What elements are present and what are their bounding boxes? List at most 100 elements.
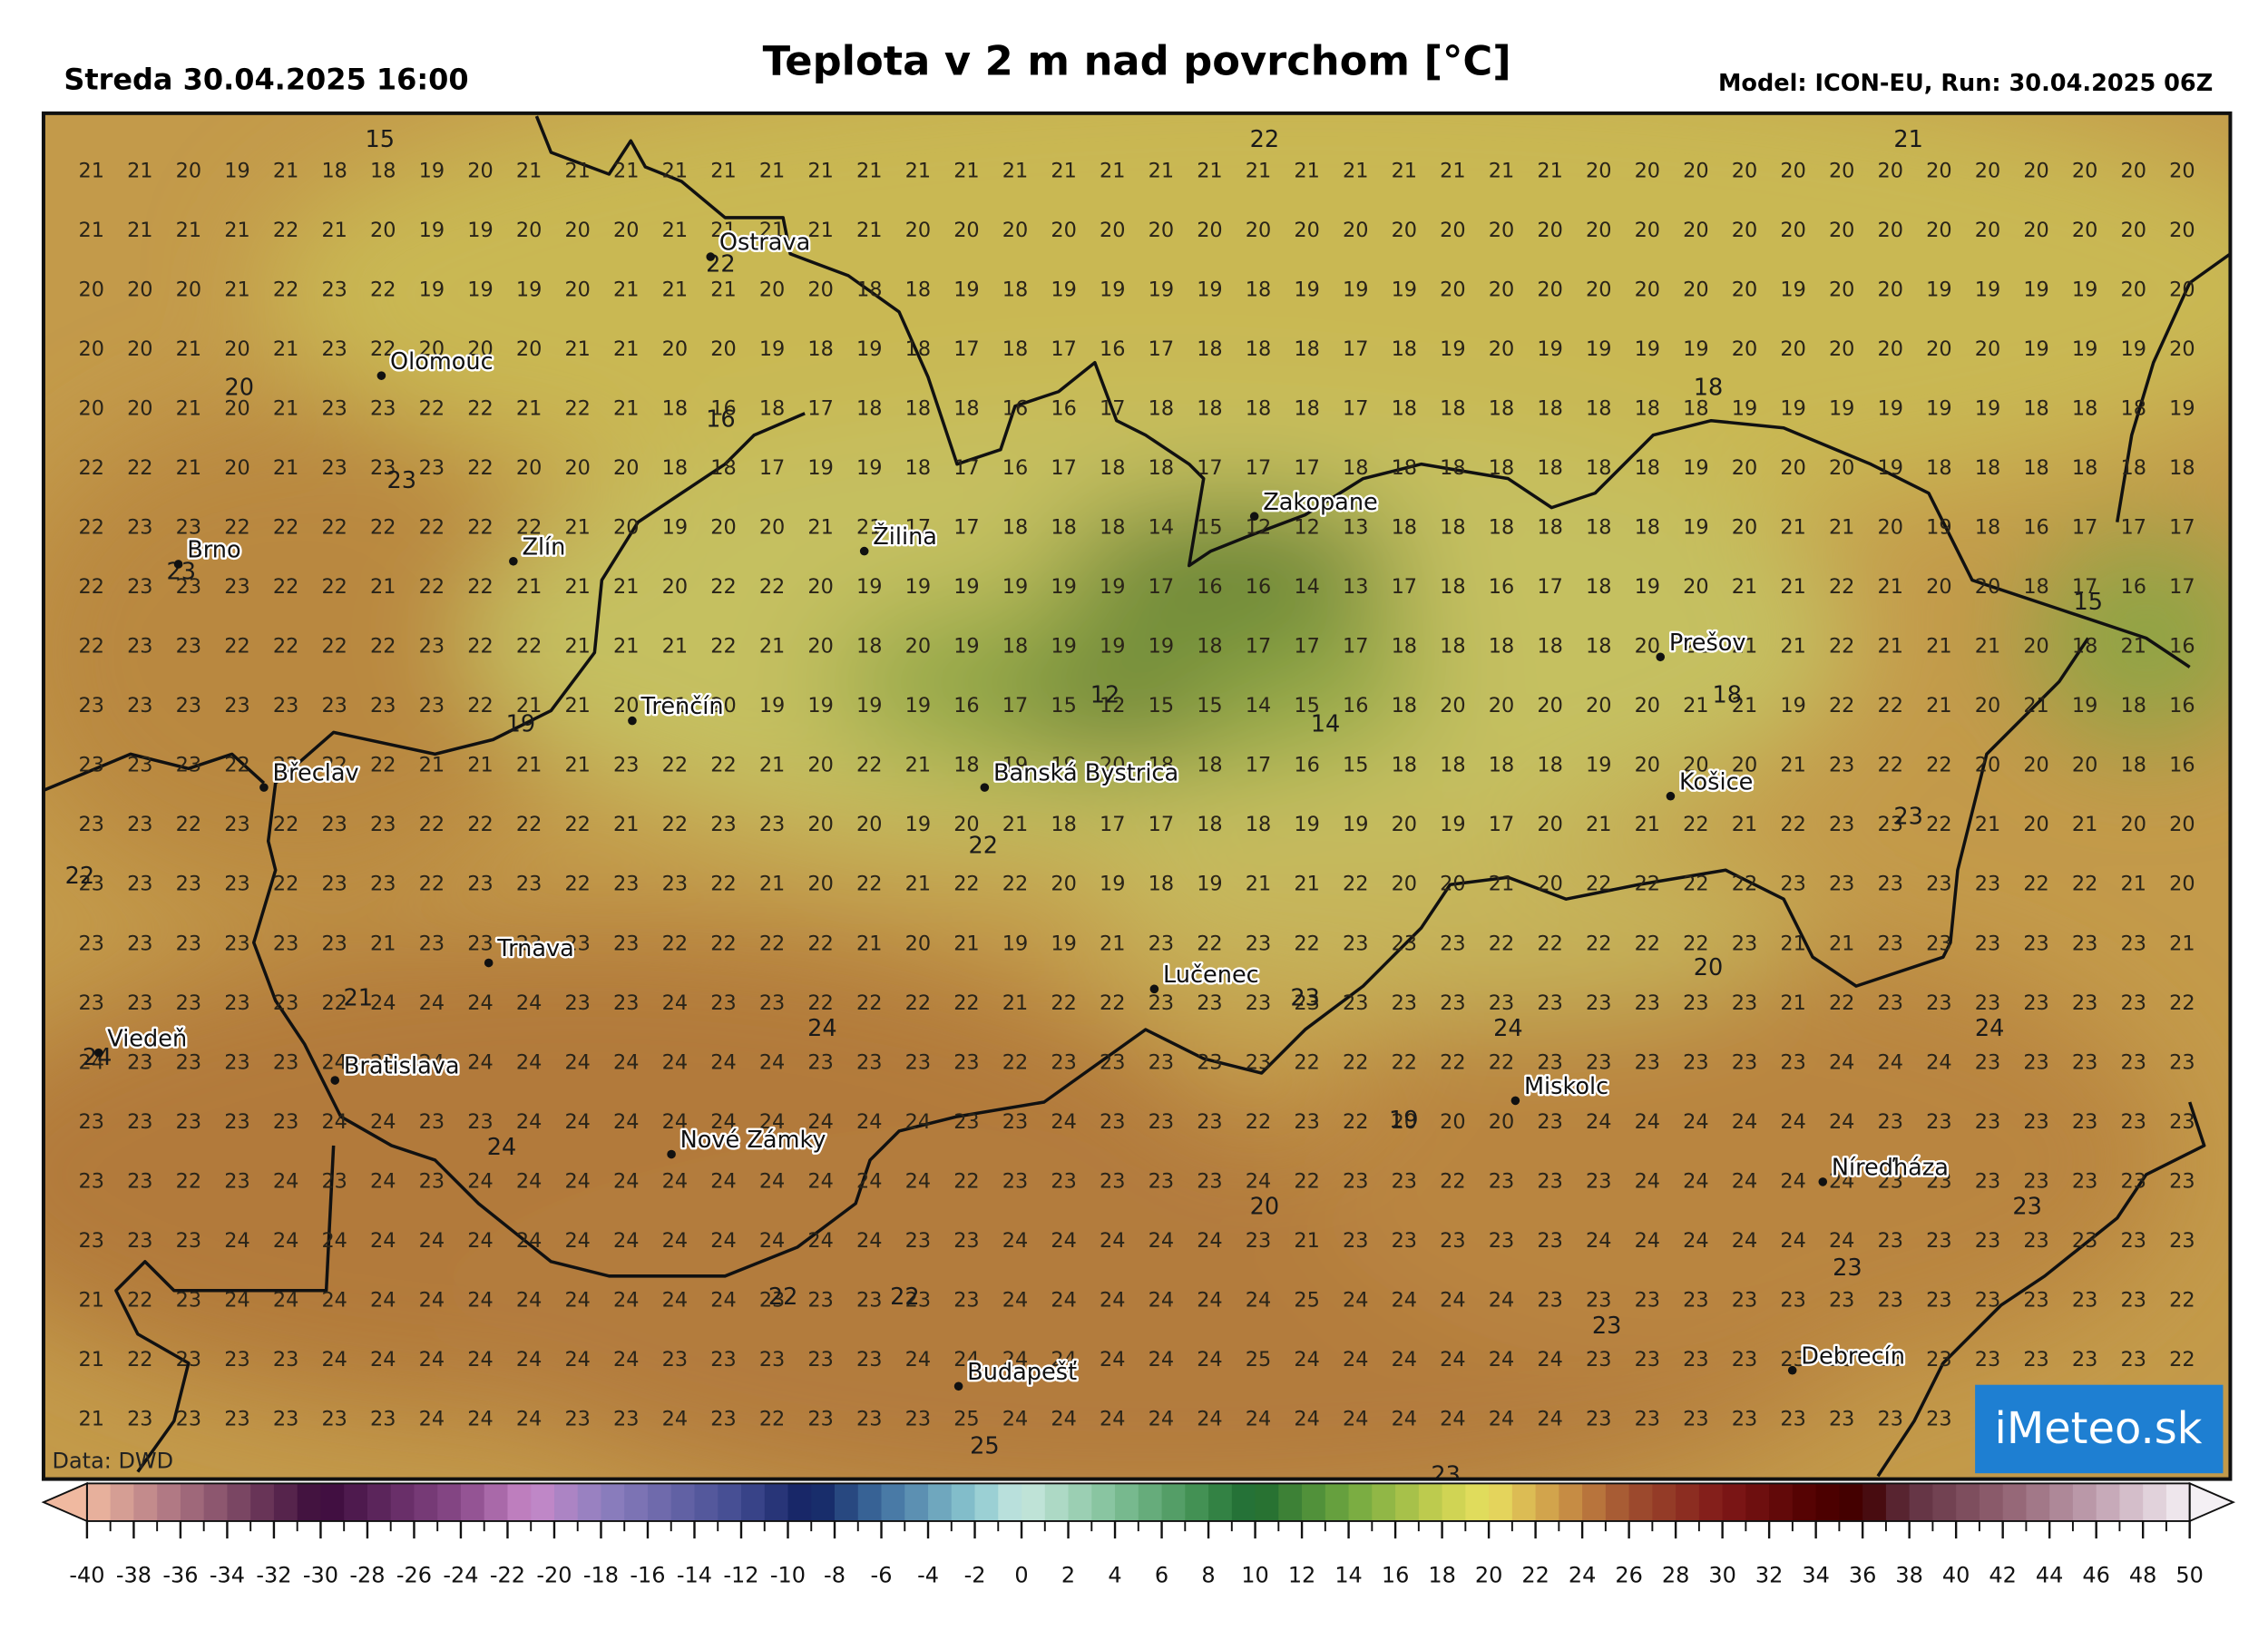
grid-value: 23 bbox=[1537, 1110, 1562, 1134]
grid-value: 24 bbox=[1780, 1229, 1805, 1253]
grid-value: 20 bbox=[1537, 873, 1562, 896]
grid-value: 23 bbox=[2169, 1110, 2195, 1134]
grid-value: 17 bbox=[1246, 635, 1271, 659]
grid-value: 23 bbox=[127, 991, 152, 1015]
grid-value: 23 bbox=[176, 1408, 201, 1431]
grid-value: 18 bbox=[1586, 516, 1611, 540]
grid-value: 23 bbox=[905, 1050, 931, 1074]
grid-value: 17 bbox=[905, 516, 931, 540]
grid-value: 24 bbox=[662, 1408, 688, 1431]
colorbar-segment bbox=[437, 1483, 462, 1521]
grid-value: 24 bbox=[1635, 1169, 1660, 1193]
grid-value: 20 bbox=[1537, 813, 1562, 836]
grid-value: 20 bbox=[710, 516, 736, 540]
grid-value: 23 bbox=[1878, 1110, 1903, 1134]
grid-value: 17 bbox=[1197, 456, 1222, 480]
grid-value: 20 bbox=[2023, 219, 2048, 242]
grid-value: 24 bbox=[1294, 1348, 1319, 1371]
grid-value: 22 bbox=[710, 635, 736, 659]
grid-value: 18 bbox=[1197, 337, 1222, 361]
contour-label: 20 bbox=[1694, 954, 1724, 981]
colorbar-segment bbox=[1348, 1483, 1374, 1521]
city-label: Bratislava bbox=[344, 1053, 460, 1080]
grid-value: 24 bbox=[613, 1288, 639, 1312]
grid-value: 21 bbox=[759, 754, 785, 777]
grid-value: 23 bbox=[2023, 1169, 2048, 1193]
grid-value: 20 bbox=[78, 396, 103, 420]
grid-value: 18 bbox=[2072, 396, 2097, 420]
grid-value: 19 bbox=[1683, 516, 1708, 540]
grid-value: 22 bbox=[1829, 694, 1854, 717]
grid-value: 18 bbox=[662, 456, 688, 480]
grid-value: 21 bbox=[1926, 635, 1951, 659]
colorbar-segment bbox=[694, 1483, 719, 1521]
grid-value: 23 bbox=[1392, 1169, 1417, 1193]
grid-value: 23 bbox=[224, 932, 249, 955]
grid-value: 24 bbox=[1197, 1348, 1222, 1371]
colorbar-segment bbox=[203, 1483, 229, 1521]
city-label: Viedeň bbox=[107, 1025, 187, 1052]
grid-value: 24 bbox=[1197, 1229, 1222, 1253]
grid-value: 19 bbox=[1149, 635, 1174, 659]
grid-value: 22 bbox=[419, 813, 445, 836]
colorbar-segment bbox=[484, 1483, 509, 1521]
grid-value: 19 bbox=[856, 575, 882, 599]
grid-value: 22 bbox=[1732, 873, 1757, 896]
grid-value: 24 bbox=[953, 1348, 979, 1371]
grid-value: 22 bbox=[2169, 1288, 2195, 1312]
grid-value: 18 bbox=[1537, 754, 1562, 777]
grid-value: 24 bbox=[1489, 1288, 1514, 1312]
grid-value: 22 bbox=[78, 635, 103, 659]
colorbar-segment bbox=[2119, 1483, 2144, 1521]
colorbar-tick-label: 4 bbox=[1108, 1563, 1121, 1588]
grid-value: 22 bbox=[1586, 873, 1611, 896]
grid-value: 21 bbox=[1732, 694, 1757, 717]
grid-value: 22 bbox=[1343, 873, 1368, 896]
grid-value: 23 bbox=[1975, 873, 2000, 896]
grid-value: 18 bbox=[1100, 516, 1125, 540]
colorbar-segment bbox=[227, 1483, 251, 1521]
grid-value: 23 bbox=[321, 694, 347, 717]
city-dot bbox=[93, 1048, 103, 1058]
grid-value: 22 bbox=[1878, 754, 1903, 777]
grid-value: 22 bbox=[127, 1348, 152, 1371]
grid-value: 19 bbox=[1343, 278, 1368, 301]
grid-value: 22 bbox=[1489, 932, 1514, 955]
grid-value: 15 bbox=[1149, 694, 1174, 717]
grid-value: 21 bbox=[2023, 694, 2048, 717]
grid-value: 21 bbox=[1051, 159, 1076, 182]
grid-value: 18 bbox=[1440, 456, 1465, 480]
grid-value: 24 bbox=[1100, 1288, 1125, 1312]
grid-value: 21 bbox=[1294, 1229, 1319, 1253]
logo: iMeteo.sk bbox=[1995, 1403, 2203, 1454]
grid-value: 21 bbox=[662, 159, 688, 182]
grid-value: 23 bbox=[1051, 1169, 1076, 1193]
grid-value: 21 bbox=[1246, 873, 1271, 896]
grid-value: 23 bbox=[467, 932, 493, 955]
grid-value: 19 bbox=[1829, 396, 1854, 420]
grid-value: 18 bbox=[1002, 278, 1028, 301]
grid-value: 21 bbox=[78, 159, 103, 182]
grid-value: 20 bbox=[1926, 337, 1951, 361]
grid-value: 24 bbox=[370, 1229, 396, 1253]
grid-value: 21 bbox=[78, 1288, 103, 1312]
grid-value: 20 bbox=[1878, 159, 1903, 182]
grid-value: 24 bbox=[321, 1288, 347, 1312]
grid-value: 18 bbox=[1975, 456, 2000, 480]
grid-value: 21 bbox=[710, 219, 736, 242]
grid-value: 18 bbox=[1392, 456, 1417, 480]
grid-value: 17 bbox=[1392, 575, 1417, 599]
contour-label: 23 bbox=[387, 467, 417, 494]
grid-value: 24 bbox=[516, 1408, 542, 1431]
grid-value: 21 bbox=[759, 219, 785, 242]
grid-value: 24 bbox=[224, 1229, 249, 1253]
grid-value: 20 bbox=[1635, 219, 1660, 242]
grid-value: 22 bbox=[1246, 1110, 1271, 1134]
grid-value: 24 bbox=[467, 991, 493, 1015]
colorbar-tick-label: 2 bbox=[1061, 1563, 1075, 1588]
grid-value: 24 bbox=[564, 1348, 590, 1371]
grid-value: 18 bbox=[2023, 456, 2048, 480]
grid-value: 17 bbox=[759, 456, 785, 480]
grid-value: 22 bbox=[467, 516, 493, 540]
grid-value: 20 bbox=[807, 754, 833, 777]
